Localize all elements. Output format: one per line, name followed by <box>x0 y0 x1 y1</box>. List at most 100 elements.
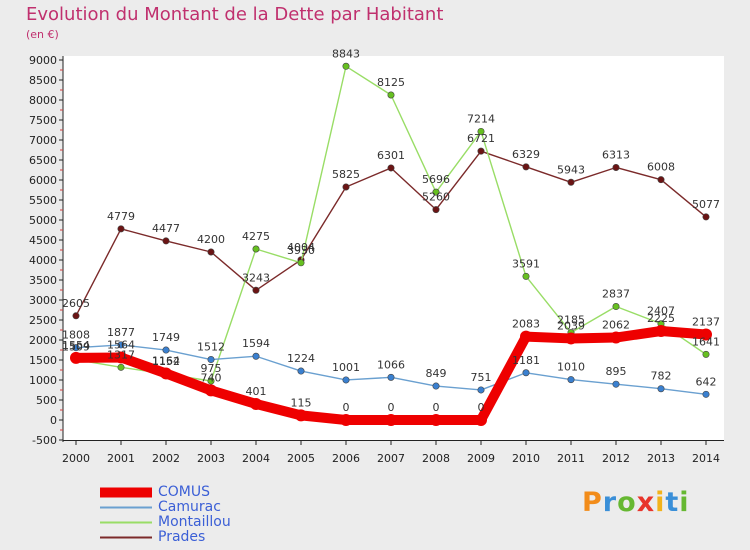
legend-item-prades: Prades <box>100 530 231 545</box>
data-point-comus <box>520 330 532 343</box>
data-label-comus: 1164 <box>152 354 180 367</box>
data-point-comus <box>295 409 307 422</box>
data-point-comus <box>655 325 667 337</box>
data-point-prades <box>207 248 215 256</box>
data-label-comus: 115 <box>291 396 312 409</box>
y-tick-label: 500 <box>36 394 57 407</box>
data-point-camurac <box>117 341 125 349</box>
data-label-prades: 6008 <box>647 161 675 174</box>
data-point-montaillou <box>252 245 260 253</box>
data-label-camurac: 1512 <box>197 341 225 354</box>
data-label-prades: 5260 <box>422 191 450 204</box>
plot-area <box>63 56 724 440</box>
data-label-comus: 0 <box>343 401 350 414</box>
data-label-camurac: 642 <box>696 375 717 388</box>
data-point-prades <box>252 286 260 294</box>
data-label-prades: 6301 <box>377 149 405 162</box>
data-label-comus: 2225 <box>647 312 675 325</box>
data-label-montaillou: 1152 <box>152 355 180 368</box>
x-tick-label: 2011 <box>557 452 585 465</box>
legend-swatch-montaillou <box>100 521 152 524</box>
legend-item-montaillou: Montaillou <box>100 515 231 530</box>
y-tick-label: 7500 <box>29 114 57 127</box>
data-label-comus: 0 <box>478 401 485 414</box>
y-tick-label: 2000 <box>29 334 57 347</box>
data-label-prades: 3243 <box>242 271 270 284</box>
legend-swatch-prades <box>100 536 152 539</box>
data-point-montaillou <box>207 377 215 385</box>
data-label-camurac: 1749 <box>152 331 180 344</box>
data-label-prades: 6329 <box>512 148 540 161</box>
data-point-prades <box>567 178 575 186</box>
data-point-montaillou <box>387 91 395 99</box>
data-point-prades <box>432 206 440 214</box>
data-label-comus: 740 <box>201 371 222 384</box>
x-tick-label: 2006 <box>332 452 360 465</box>
x-tick-label: 2005 <box>287 452 315 465</box>
data-point-camurac <box>342 376 350 384</box>
data-label-comus: 2062 <box>602 319 630 332</box>
data-point-comus <box>70 351 82 364</box>
data-label-montaillou: 8843 <box>332 47 360 60</box>
data-point-montaillou <box>342 62 350 70</box>
legend: COMUS Camurac Montaillou Prades <box>100 485 231 545</box>
data-point-comus <box>340 414 352 426</box>
data-label-camurac: 1066 <box>377 358 405 371</box>
x-tick-label: 2014 <box>692 452 720 465</box>
x-tick-label: 2009 <box>467 452 495 465</box>
data-label-montaillou: 5696 <box>422 173 450 186</box>
data-point-prades <box>702 213 710 221</box>
y-tick-label: 1000 <box>29 374 57 387</box>
data-point-camurac <box>522 369 530 377</box>
data-point-comus <box>430 414 442 426</box>
legend-swatch-comus <box>100 487 152 498</box>
data-point-camurac <box>702 390 710 398</box>
data-label-camurac: 895 <box>606 365 627 378</box>
data-label-prades: 4779 <box>107 210 135 223</box>
data-point-comus <box>115 351 127 364</box>
data-label-prades: 4200 <box>197 233 225 246</box>
data-point-prades <box>72 312 80 320</box>
data-label-comus: 2039 <box>557 319 585 332</box>
legend-item-camurac: Camurac <box>100 500 231 515</box>
data-point-prades <box>117 225 125 233</box>
y-tick-label: 3500 <box>29 274 57 287</box>
chart-subtitle: (en €) <box>26 28 59 41</box>
data-label-camurac: 751 <box>471 371 492 384</box>
data-point-comus <box>385 414 397 426</box>
data-point-camurac <box>567 376 575 384</box>
data-point-prades <box>162 237 170 245</box>
y-tick-label: 4500 <box>29 234 57 247</box>
y-tick-label: 6500 <box>29 154 57 167</box>
data-point-comus <box>250 397 262 410</box>
x-tick-label: 2010 <box>512 452 540 465</box>
data-point-montaillou <box>297 259 305 267</box>
data-point-comus <box>205 384 217 397</box>
y-tick-label: 3000 <box>29 294 57 307</box>
data-label-comus: 1564 <box>107 338 135 351</box>
data-point-camurac <box>162 346 170 354</box>
data-point-prades <box>387 164 395 172</box>
data-label-montaillou: 2837 <box>602 288 630 301</box>
proxiti-logo: Proxiti <box>582 487 690 518</box>
y-tick-label: 0 <box>50 414 57 427</box>
data-label-montaillou: 8125 <box>377 76 405 89</box>
data-label-comus: 0 <box>388 401 395 414</box>
data-label-prades: 4477 <box>152 222 180 235</box>
data-point-camurac <box>612 380 620 388</box>
data-label-montaillou: 2185 <box>557 314 585 327</box>
data-label-comus: 0 <box>433 401 440 414</box>
data-point-montaillou <box>432 188 440 196</box>
data-label-camurac: 1594 <box>242 337 270 350</box>
data-point-camurac <box>432 382 440 390</box>
legend-label-montaillou: Montaillou <box>158 514 231 530</box>
x-tick-label: 2000 <box>62 452 90 465</box>
data-label-montaillou: 7214 <box>467 112 495 125</box>
data-point-comus <box>475 414 487 426</box>
data-label-montaillou: 4275 <box>242 230 270 243</box>
data-label-prades: 6313 <box>602 148 630 161</box>
x-tick-label: 2002 <box>152 452 180 465</box>
data-label-camurac: 849 <box>426 367 447 380</box>
data-point-montaillou <box>522 272 530 280</box>
